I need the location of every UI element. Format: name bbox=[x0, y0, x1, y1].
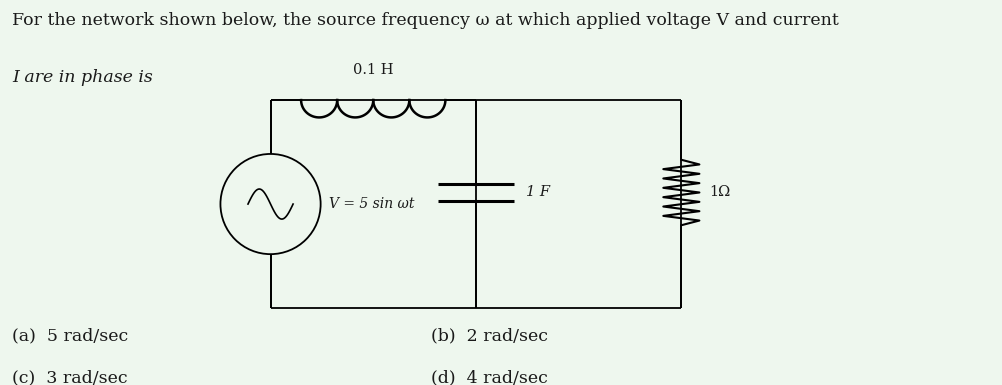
Text: 0.1 H: 0.1 H bbox=[353, 63, 394, 77]
Text: I are in phase is: I are in phase is bbox=[12, 69, 152, 86]
Text: 1 F: 1 F bbox=[526, 186, 550, 199]
Text: 1Ω: 1Ω bbox=[709, 186, 730, 199]
Ellipse shape bbox=[220, 154, 321, 254]
Text: (a)  5 rad/sec: (a) 5 rad/sec bbox=[12, 327, 128, 344]
Text: (d)  4 rad/sec: (d) 4 rad/sec bbox=[431, 370, 548, 385]
Text: V = 5 sin ωt: V = 5 sin ωt bbox=[329, 197, 414, 211]
Text: (c)  3 rad/sec: (c) 3 rad/sec bbox=[12, 370, 127, 385]
Text: For the network shown below, the source frequency ω at which applied voltage V a: For the network shown below, the source … bbox=[12, 12, 839, 28]
Text: (b)  2 rad/sec: (b) 2 rad/sec bbox=[431, 327, 548, 344]
